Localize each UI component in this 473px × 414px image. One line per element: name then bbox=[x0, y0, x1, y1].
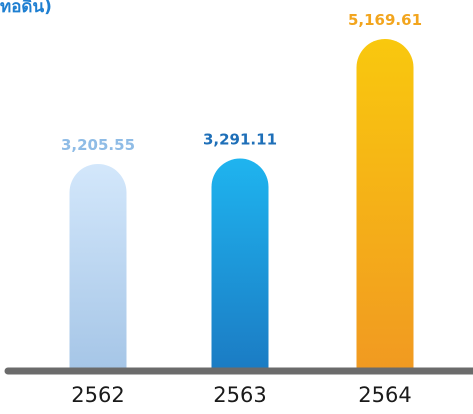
x-tick-label-2563: 2563 bbox=[213, 383, 266, 407]
value-label-2564: 5,169.61 bbox=[348, 11, 422, 29]
bar-2562 bbox=[69, 163, 127, 368]
bar-2563 bbox=[211, 158, 269, 368]
x-tick-label-2562: 2562 bbox=[71, 383, 124, 407]
value-label-2563: 3,291.11 bbox=[203, 131, 277, 149]
chart-title: ทอดิน) bbox=[0, 0, 52, 17]
value-label-2562: 3,205.55 bbox=[61, 136, 135, 154]
x-tick-label-2564: 2564 bbox=[358, 383, 411, 407]
bar-2564 bbox=[356, 39, 414, 368]
